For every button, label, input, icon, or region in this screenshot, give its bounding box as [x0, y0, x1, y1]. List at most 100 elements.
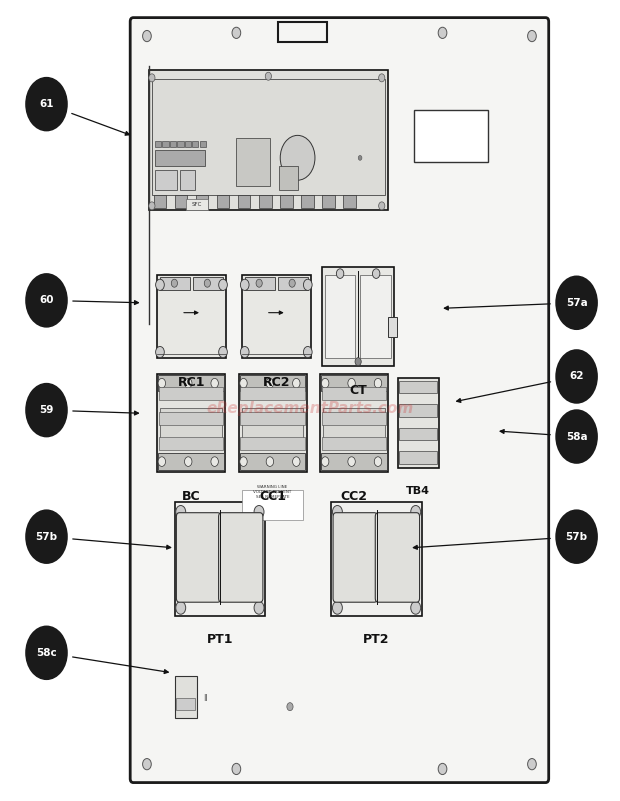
Circle shape [556, 410, 597, 463]
Circle shape [438, 763, 447, 775]
Bar [217, 195, 229, 208]
Circle shape [143, 759, 151, 770]
FancyBboxPatch shape [375, 513, 420, 602]
Bar [238, 195, 250, 208]
Bar [176, 698, 195, 710]
Bar [322, 437, 386, 449]
Bar [322, 195, 335, 208]
Bar [186, 199, 208, 210]
Text: 59: 59 [39, 405, 54, 415]
Circle shape [219, 280, 228, 291]
Bar [175, 502, 265, 616]
Circle shape [156, 280, 164, 291]
Circle shape [219, 347, 228, 358]
Circle shape [379, 74, 385, 82]
Circle shape [280, 135, 315, 180]
Circle shape [156, 347, 164, 358]
Circle shape [232, 27, 241, 38]
Text: PT1: PT1 [206, 634, 233, 646]
Bar [159, 388, 223, 400]
Bar [399, 428, 437, 441]
Text: 62: 62 [569, 372, 584, 381]
Circle shape [332, 505, 342, 518]
Circle shape [321, 378, 329, 388]
Circle shape [26, 626, 67, 679]
Text: CC1: CC1 [259, 489, 286, 503]
Bar [331, 502, 422, 616]
Bar [155, 141, 161, 147]
Circle shape [293, 378, 300, 388]
Bar [278, 277, 308, 290]
Circle shape [26, 384, 67, 437]
Bar [399, 405, 437, 417]
Circle shape [211, 457, 218, 466]
Bar [322, 412, 386, 425]
Bar [175, 195, 187, 208]
Circle shape [26, 510, 67, 563]
Text: CT: CT [349, 384, 367, 397]
Bar [325, 276, 355, 359]
Circle shape [528, 759, 536, 770]
Text: ||: || [203, 694, 208, 701]
Circle shape [241, 280, 249, 291]
Bar [160, 408, 222, 437]
Bar [259, 195, 272, 208]
Circle shape [185, 378, 192, 388]
Bar [322, 388, 386, 400]
Bar [177, 141, 184, 147]
Circle shape [374, 457, 382, 466]
Circle shape [158, 378, 166, 388]
Bar [158, 453, 224, 470]
Circle shape [26, 274, 67, 327]
Bar [152, 79, 385, 195]
Circle shape [143, 30, 151, 42]
Circle shape [241, 347, 249, 358]
Circle shape [303, 347, 312, 358]
Bar [149, 70, 388, 210]
Bar [399, 451, 437, 464]
Circle shape [240, 378, 247, 388]
Circle shape [556, 276, 597, 329]
Circle shape [438, 27, 447, 38]
Circle shape [26, 78, 67, 131]
Bar [322, 268, 394, 367]
Bar [323, 408, 385, 437]
Bar [320, 373, 388, 472]
Bar [159, 412, 223, 425]
Bar [158, 375, 224, 391]
Circle shape [287, 702, 293, 710]
Text: BC: BC [182, 489, 200, 503]
Text: eReplacementParts.com: eReplacementParts.com [206, 401, 414, 416]
Text: 61: 61 [39, 99, 54, 109]
Circle shape [254, 602, 264, 614]
Bar [180, 170, 195, 190]
Bar [175, 676, 197, 718]
Bar [414, 110, 488, 162]
Circle shape [149, 74, 155, 82]
Circle shape [332, 602, 342, 614]
Circle shape [410, 505, 420, 518]
Bar [397, 377, 439, 468]
Circle shape [240, 457, 247, 466]
Bar [343, 195, 356, 208]
Circle shape [373, 269, 380, 279]
Circle shape [158, 457, 166, 466]
Circle shape [149, 202, 155, 210]
Circle shape [176, 602, 186, 614]
Circle shape [265, 72, 272, 80]
Circle shape [232, 763, 241, 775]
Bar [155, 150, 205, 166]
Circle shape [528, 30, 536, 42]
Circle shape [256, 280, 262, 288]
Bar [321, 453, 387, 470]
Circle shape [337, 269, 344, 279]
Bar [240, 375, 305, 391]
Circle shape [266, 378, 273, 388]
Text: CC2: CC2 [341, 489, 368, 503]
Bar [154, 195, 166, 208]
Circle shape [355, 358, 361, 366]
Bar [200, 141, 206, 147]
Circle shape [321, 457, 329, 466]
Bar [170, 141, 176, 147]
Circle shape [293, 457, 300, 466]
